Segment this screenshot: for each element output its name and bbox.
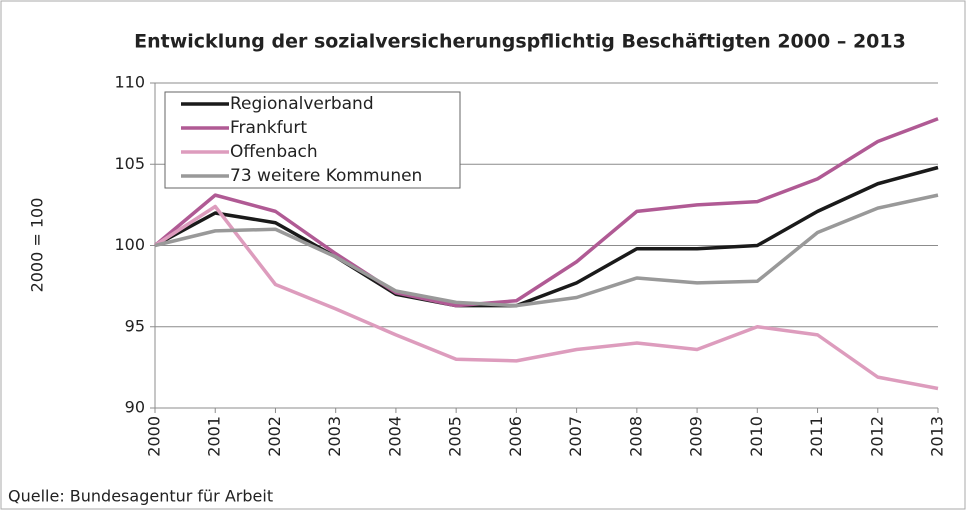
x-tick-label: 2013 <box>928 416 947 457</box>
y-axis-label: 2000 = 100 <box>28 198 47 293</box>
chart-title: Entwicklung der sozialversicherungspflic… <box>134 31 906 53</box>
x-tick-label: 2012 <box>867 416 886 457</box>
y-tick-label: 95 <box>125 316 145 335</box>
series-line <box>154 204 939 391</box>
legend-label: Frankfurt <box>230 118 307 138</box>
y-tick-label: 110 <box>114 73 145 92</box>
y-tick-label: 90 <box>125 398 145 417</box>
legend-label: Offenbach <box>230 142 318 162</box>
x-tick-label: 2009 <box>687 416 706 457</box>
x-tick-label: 2006 <box>506 416 525 457</box>
x-tick-label: 2008 <box>626 416 645 457</box>
source-note: Quelle: Bundesagentur für Arbeit <box>8 487 273 506</box>
x-tick-label: 2003 <box>325 416 344 457</box>
y-tick-label: 100 <box>114 235 145 254</box>
x-tick-label: 2001 <box>205 416 224 457</box>
series-line <box>154 165 939 308</box>
legend-label: Regionalverband <box>230 94 374 114</box>
x-tick-label: 2010 <box>747 416 766 457</box>
y-tick-label: 105 <box>114 154 145 173</box>
x-tick-label: 2002 <box>265 416 284 457</box>
x-tick-label: 2005 <box>446 416 465 457</box>
series-line <box>153 117 939 308</box>
x-tick-label: 2011 <box>807 416 826 457</box>
series-line <box>154 193 939 308</box>
legend-box <box>164 91 461 189</box>
x-tick-label: 2004 <box>385 416 404 457</box>
legend-label: 73 weitere Kommunen <box>230 166 422 186</box>
x-tick-label: 2000 <box>145 416 164 457</box>
x-tick-label: 2007 <box>566 416 585 457</box>
